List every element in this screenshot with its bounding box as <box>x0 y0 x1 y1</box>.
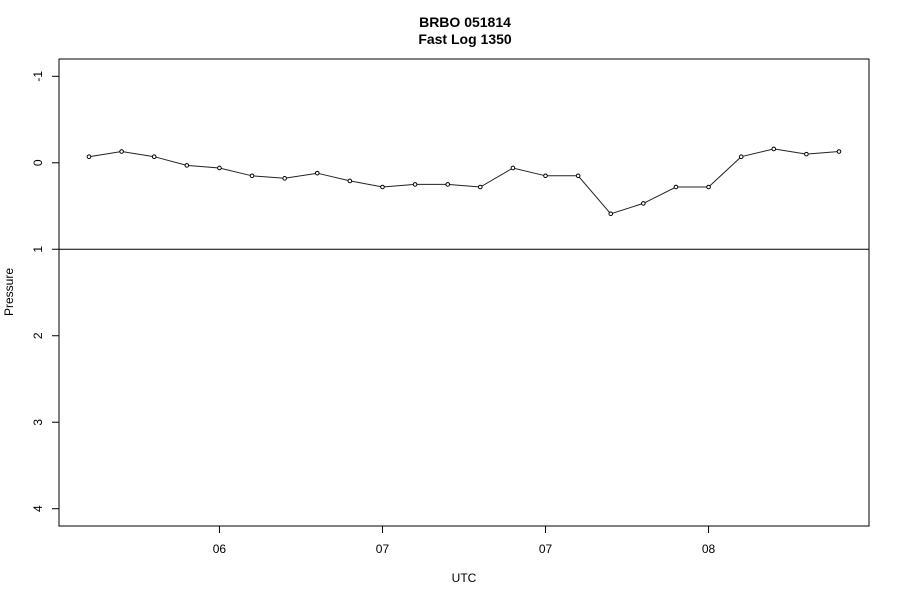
data-point <box>249 173 255 179</box>
data-point <box>804 151 809 157</box>
data-point <box>478 184 483 190</box>
chart-subtitle: Fast Log 1350 <box>418 31 512 47</box>
y-tick-label: 2 <box>31 332 45 339</box>
x-axis-label: UTC <box>452 571 477 585</box>
data-point <box>184 163 190 168</box>
y-axis-label: Pressure <box>2 268 16 316</box>
data-point <box>771 146 777 152</box>
x-tick-label: 07 <box>539 542 553 556</box>
plot-frame <box>58 58 870 527</box>
y-axis: -1 0 1 2 3 4 <box>31 71 59 512</box>
data-point <box>86 154 92 160</box>
data-point <box>575 173 581 179</box>
y-tick-label: 3 <box>31 419 45 426</box>
data-point <box>347 178 353 184</box>
data-point <box>380 184 385 190</box>
x-axis: 06 07 07 08 <box>213 526 716 556</box>
x-tick-label: 08 <box>702 542 716 556</box>
series-line <box>88 148 840 215</box>
data-point <box>217 165 222 171</box>
y-tick-label: -1 <box>31 71 45 82</box>
data-point <box>641 201 646 206</box>
data-points <box>86 146 842 217</box>
data-point <box>673 184 679 190</box>
data-point <box>738 154 744 160</box>
data-point <box>706 184 711 190</box>
x-tick-label: 06 <box>213 542 227 556</box>
data-point <box>412 182 418 187</box>
y-tick-label: 0 <box>31 159 45 166</box>
y-tick-label: 4 <box>31 505 45 512</box>
data-point <box>836 149 842 154</box>
data-point <box>445 182 450 187</box>
data-point <box>608 211 614 217</box>
y-tick-label: 1 <box>31 246 45 253</box>
chart-title: BRBO 051814 <box>419 14 511 30</box>
data-point <box>119 149 124 154</box>
data-point <box>151 154 157 160</box>
data-point <box>510 165 516 171</box>
data-point <box>314 170 320 176</box>
data-point <box>282 176 287 181</box>
data-point <box>543 173 548 179</box>
x-tick-label: 07 <box>376 542 390 556</box>
